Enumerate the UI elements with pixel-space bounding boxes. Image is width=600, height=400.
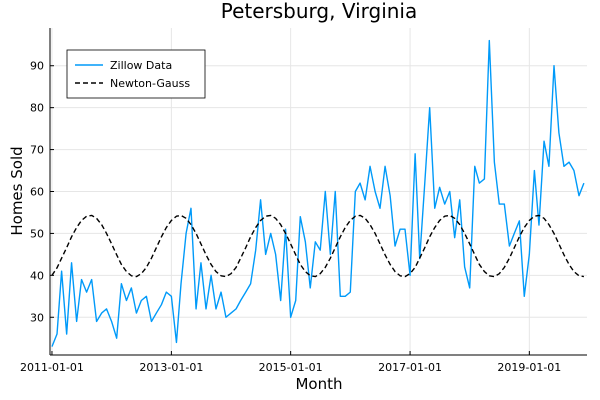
- tick-labels: 30 40 50 60 70 80 90 2011-01-01 2013-01-01 2015-0…: [20, 60, 561, 374]
- chart-title: Petersburg, Virginia: [221, 0, 418, 23]
- legend: Zillow Data Newton-Gauss: [66, 49, 206, 99]
- y-tick-label: 60: [30, 186, 44, 199]
- y-tick-label: 80: [30, 102, 44, 115]
- x-tick-label: 2015-01-01: [259, 361, 323, 374]
- x-tick-label: 2017-01-01: [378, 361, 442, 374]
- series-layer: [51, 39, 585, 347]
- x-tick-label: 2013-01-01: [139, 361, 203, 374]
- y-tick-label: 90: [30, 60, 44, 73]
- x-tick-label: 2019-01-01: [497, 361, 561, 374]
- y-tick-label: 40: [30, 269, 44, 282]
- legend-label-zillow: Zillow Data: [110, 59, 172, 72]
- x-axis-label: Month: [295, 375, 342, 393]
- y-tick-label: 30: [30, 311, 44, 324]
- legend-box: [66, 49, 206, 99]
- x-tick-label: 2011-01-01: [20, 361, 84, 374]
- y-axis-label: Homes Sold: [8, 146, 26, 235]
- y-tick-label: 70: [30, 144, 44, 157]
- y-tick-label: 50: [30, 227, 44, 240]
- legend-label-newton: Newton-Gauss: [110, 77, 190, 90]
- series-line-zillow-data: [51, 39, 585, 347]
